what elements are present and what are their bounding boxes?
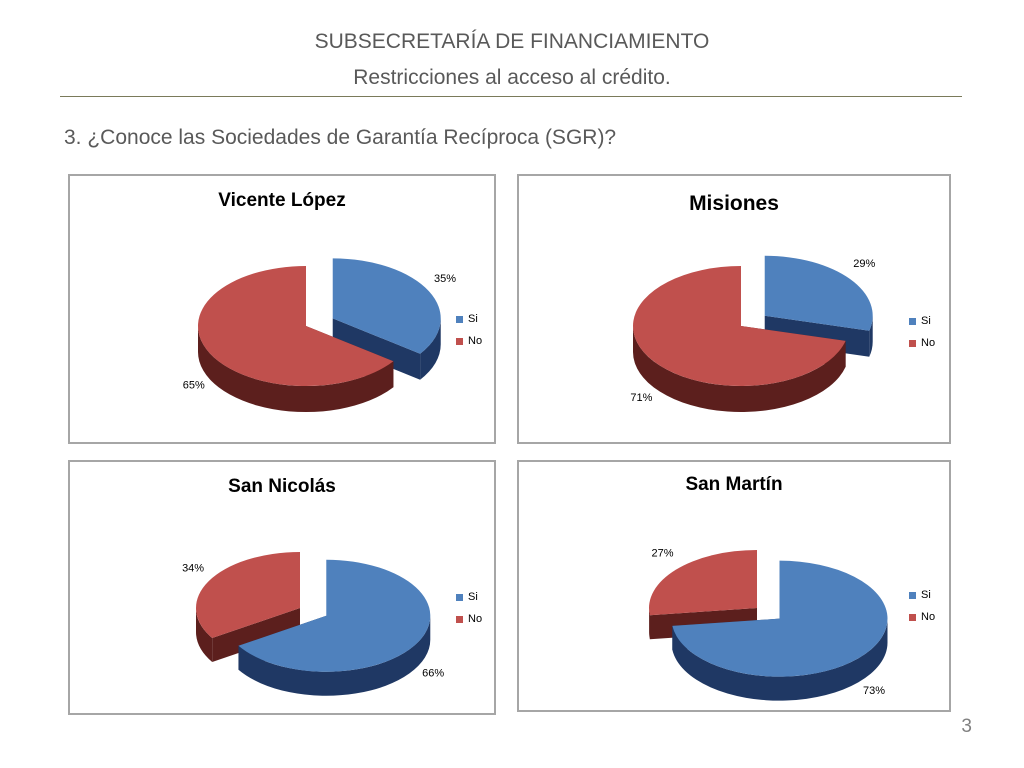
legend-item-no: No	[909, 606, 935, 628]
page-number: 3	[961, 716, 972, 737]
pie-slice-no	[196, 552, 300, 663]
pie-chart-svg: 34% 66%	[182, 552, 444, 696]
chart-title: San Martín	[685, 474, 783, 495]
data-label-si: 66%	[422, 667, 444, 679]
chart-legend: Si No	[456, 586, 482, 630]
chart-misiones: 29% 71% Misiones Si No	[517, 174, 951, 444]
legend-swatch-si	[456, 315, 463, 323]
chart-san-martin: 27% 73% San Martín Si No	[517, 460, 951, 712]
slide-title: SUBSECRETARÍA DE FINANCIAMIENTO	[314, 30, 710, 53]
chart-legend: Si No	[456, 308, 482, 352]
pie-chart-svg: 35% 65%	[183, 258, 456, 412]
legend-item-no: No	[909, 332, 935, 354]
data-label-no: 27%	[651, 547, 673, 559]
pie-slice-no	[633, 266, 846, 413]
chart-vicente-lopez: 35% 65% Vicente López Si No	[68, 174, 496, 444]
legend-swatch-si	[456, 593, 463, 601]
chart-legend: Si No	[909, 584, 935, 628]
pie-slice-no	[197, 266, 394, 412]
legend-item-si: Si	[456, 308, 482, 330]
legend-label-si: Si	[921, 315, 931, 327]
legend-label-no: No	[468, 613, 483, 625]
pie-slice-si	[672, 560, 888, 701]
data-label-si: 35%	[434, 273, 456, 285]
legend-swatch-no	[909, 339, 916, 347]
legend-swatch-si	[909, 317, 916, 325]
chart-title: San Nicolás	[228, 476, 336, 497]
legend-item-si: Si	[909, 310, 935, 332]
data-label-no: 71%	[630, 392, 652, 404]
legend-label-no: No	[921, 337, 936, 349]
legend-label-no: No	[921, 611, 936, 623]
title-divider	[60, 96, 962, 97]
legend-item-si: Si	[909, 584, 935, 606]
legend-item-no: No	[456, 330, 482, 352]
legend-label-no: No	[468, 335, 483, 347]
pie-chart-svg: 29% 71%	[630, 255, 875, 413]
data-label-si: 29%	[853, 258, 875, 270]
legend-label-si: Si	[921, 589, 931, 601]
legend-label-si: Si	[468, 313, 478, 325]
data-label-no: 65%	[183, 379, 205, 391]
chart-title: Misiones	[689, 192, 779, 215]
data-label-si: 73%	[863, 685, 885, 697]
legend-swatch-no	[909, 613, 916, 621]
chart-title: Vicente López	[218, 190, 346, 211]
question-text: 3. ¿Conoce las Sociedades de Garantía Re…	[64, 126, 617, 149]
pie-slice-si	[332, 258, 441, 380]
data-label-no: 34%	[182, 562, 204, 574]
legend-item-no: No	[456, 608, 482, 630]
legend-item-si: Si	[456, 586, 482, 608]
pie-chart-svg: 27% 73%	[649, 547, 888, 701]
legend-swatch-no	[456, 615, 463, 623]
pie-slice-si	[238, 559, 431, 696]
chart-legend: Si No	[909, 310, 935, 354]
slide-subtitle: Restricciones al acceso al crédito.	[353, 66, 671, 89]
legend-swatch-no	[456, 337, 463, 345]
legend-swatch-si	[909, 591, 916, 599]
legend-label-si: Si	[468, 591, 478, 603]
chart-san-nicolas: 34% 66% San Nicolás Si No	[68, 460, 496, 715]
